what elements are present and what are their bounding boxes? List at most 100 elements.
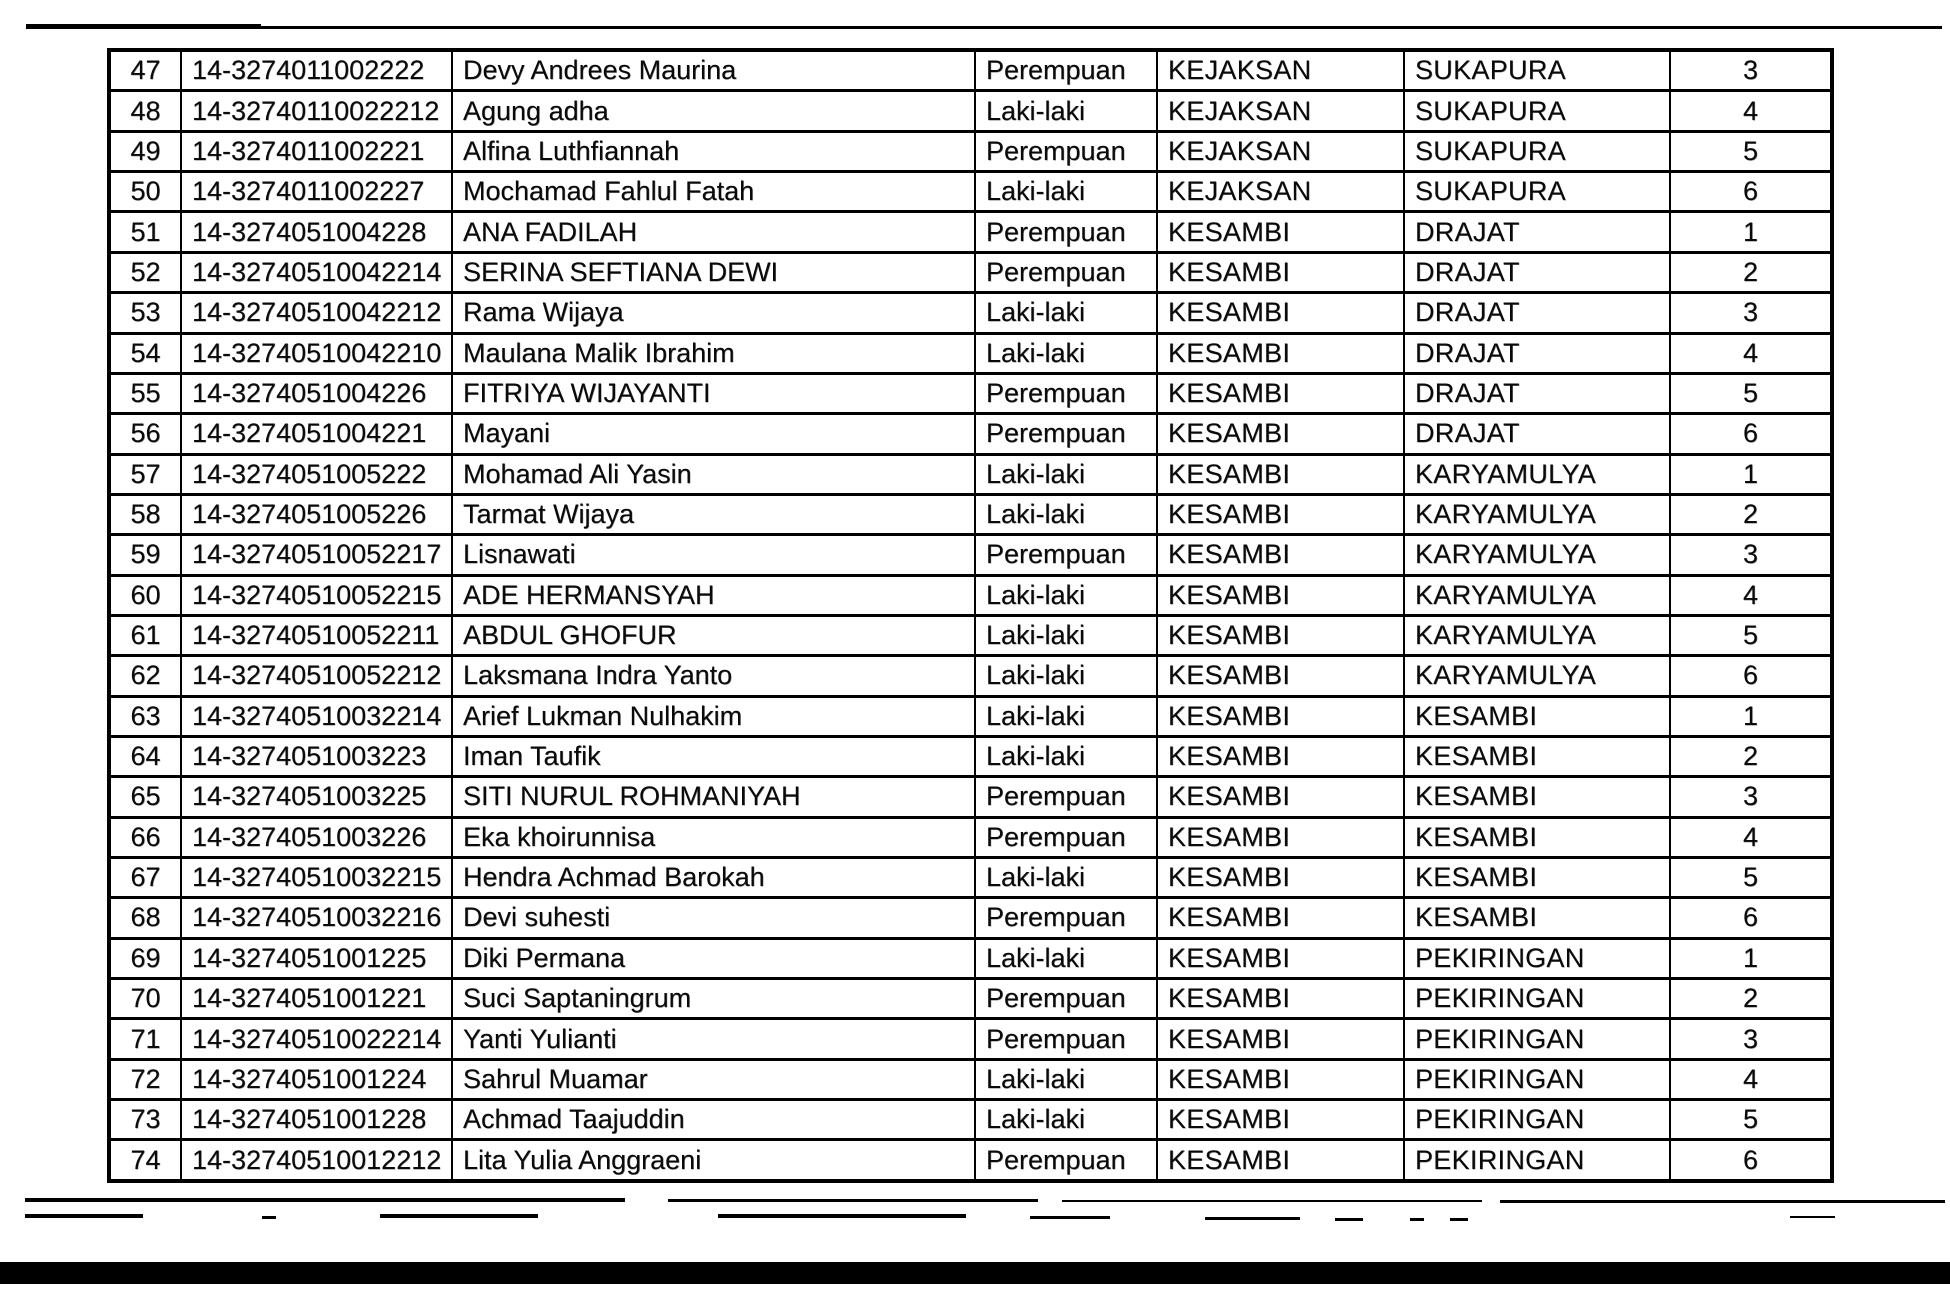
- cell-district: KESAMBI: [1156, 815, 1405, 859]
- cell-id: 14-3274051003226: [180, 815, 453, 859]
- table-row: 62 14-32740510052212 Laksmana Indra Yanto L…: [108, 654, 1833, 698]
- table-row: 68 14-32740510032216 Devi suhesti Perempuan…: [108, 896, 1833, 940]
- cell-village: KESAMBI: [1403, 775, 1671, 819]
- cell-no: 59: [108, 533, 182, 577]
- cell-district: KESAMBI: [1156, 250, 1405, 295]
- cell-gender: Laki-laki: [974, 492, 1158, 537]
- cell-id: 14-3274051005222: [180, 452, 453, 496]
- cell-id: 14-32740510042212: [180, 291, 453, 335]
- cell-no: 57: [108, 452, 182, 496]
- cell-village: KESAMBI: [1403, 896, 1671, 940]
- cell-gender: Laki-laki: [974, 613, 1158, 658]
- cell-no: 49: [108, 129, 182, 174]
- cell-name: Tarmat Wijaya: [451, 492, 976, 537]
- cell-name: ABDUL GHOFUR: [451, 613, 976, 658]
- cell-group: 1: [1669, 936, 1833, 981]
- cell-id: 14-32740510052211: [180, 613, 453, 658]
- cell-gender: Laki-laki: [974, 1098, 1158, 1142]
- table-row: 70 14-3274051001221 Suci Saptaningrum Perem…: [108, 976, 1833, 1021]
- table-row: 73 14-3274051001228 Achmad Taajuddin Laki-l…: [108, 1098, 1833, 1142]
- cell-name: Mayani: [451, 412, 976, 456]
- cell-no: 68: [108, 896, 182, 940]
- scan-artifact-dash: [1030, 1216, 1110, 1219]
- cell-id: 14-3274051004226: [180, 371, 453, 416]
- cell-gender: Laki-laki: [974, 331, 1158, 375]
- cell-gender: Perempuan: [974, 412, 1158, 456]
- cell-gender: Perempuan: [974, 896, 1158, 940]
- cell-village: KESAMBI: [1403, 694, 1671, 738]
- cell-no: 60: [108, 573, 182, 617]
- cell-group: 1: [1669, 694, 1833, 738]
- cell-gender: Perempuan: [974, 210, 1158, 254]
- cell-id: 14-3274051004228: [180, 210, 453, 254]
- cell-name: Lisnawati: [451, 533, 976, 577]
- cell-village: SUKAPURA: [1403, 129, 1671, 174]
- cell-district: KESAMBI: [1156, 734, 1405, 779]
- cell-district: KEJAKSAN: [1156, 170, 1405, 214]
- cell-gender: Laki-laki: [974, 694, 1158, 738]
- cell-name: Mochamad Fahlul Fatah: [451, 170, 976, 214]
- table-row: 65 14-3274051003225 SITI NURUL ROHMANIYAH P…: [108, 775, 1833, 819]
- scan-artifact-dash: [1205, 1217, 1300, 1220]
- scan-artifact-dash: [1450, 1218, 1468, 1221]
- cell-name: SITI NURUL ROHMANIYAH: [451, 775, 976, 819]
- scan-black-bar: [0, 1262, 1950, 1284]
- cell-group: 5: [1669, 371, 1833, 416]
- cell-no: 73: [108, 1098, 182, 1142]
- table-row: 61 14-32740510052211 ABDUL GHOFUR Laki-laki…: [108, 613, 1833, 658]
- table-row: 51 14-3274051004228 ANA FADILAH Perempuan KE…: [108, 210, 1833, 254]
- cell-name: Sahrul Muamar: [451, 1057, 976, 1102]
- cell-district: KESAMBI: [1156, 1138, 1405, 1183]
- table-row: 58 14-3274051005226 Tarmat Wijaya Laki-laki…: [108, 492, 1833, 537]
- scan-artifact-dash: [25, 1214, 143, 1218]
- scan-artifact-dash: [1410, 1218, 1424, 1221]
- cell-group: 3: [1669, 533, 1833, 577]
- scan-artifact-dash: [718, 1214, 966, 1218]
- cell-district: KESAMBI: [1156, 492, 1405, 537]
- cell-district: KESAMBI: [1156, 210, 1405, 254]
- cell-no: 48: [108, 89, 182, 133]
- table-row: 48 14-32740110022212 Agung adha Laki-laki KE…: [108, 89, 1833, 133]
- table-row: 57 14-3274051005222 Mohamad Ali Yasin Laki-…: [108, 452, 1833, 496]
- table-row: 63 14-32740510032214 Arief Lukman Nulhakim…: [108, 694, 1833, 738]
- cell-gender: Perempuan: [974, 129, 1158, 174]
- cell-name: Yanti Yulianti: [451, 1017, 976, 1061]
- cell-gender: Laki-laki: [974, 936, 1158, 981]
- cell-village: PEKIRINGAN: [1403, 1057, 1671, 1102]
- cell-id: 14-32740510032216: [180, 896, 453, 940]
- cell-id: 14-32740510042214: [180, 250, 453, 295]
- cell-group: 4: [1669, 89, 1833, 133]
- cell-name: Diki Permana: [451, 936, 976, 981]
- cell-no: 63: [108, 694, 182, 738]
- scan-artifact-top-line-cap: [26, 24, 261, 29]
- cell-village: PEKIRINGAN: [1403, 976, 1671, 1021]
- cell-district: KESAMBI: [1156, 573, 1405, 617]
- cell-id: 14-32740110022212: [180, 89, 453, 133]
- cell-district: KEJAKSAN: [1156, 48, 1405, 93]
- cell-no: 65: [108, 775, 182, 819]
- cell-gender: Perempuan: [974, 1138, 1158, 1183]
- cell-gender: Perempuan: [974, 250, 1158, 295]
- cell-district: KESAMBI: [1156, 291, 1405, 335]
- cell-district: KESAMBI: [1156, 452, 1405, 496]
- cell-name: Achmad Taajuddin: [451, 1098, 976, 1142]
- cell-id: 14-3274051005226: [180, 492, 453, 537]
- cell-name: Agung adha: [451, 89, 976, 133]
- cell-group: 6: [1669, 412, 1833, 456]
- cell-gender: Perempuan: [974, 533, 1158, 577]
- cell-group: 1: [1669, 452, 1833, 496]
- cell-village: DRAJAT: [1403, 331, 1671, 375]
- cell-id: 14-32740510052212: [180, 654, 453, 698]
- cell-id: 14-3274051003223: [180, 734, 453, 779]
- cell-id: 14-32740510052215: [180, 573, 453, 617]
- cell-name: ADE HERMANSYAH: [451, 573, 976, 617]
- roster-table-body: 47 14-3274011002222 Devy Andrees Maurina Pe…: [108, 48, 1833, 1183]
- cell-district: KESAMBI: [1156, 371, 1405, 416]
- cell-name: Eka khoirunnisa: [451, 815, 976, 859]
- cell-village: DRAJAT: [1403, 210, 1671, 254]
- cell-gender: Perempuan: [974, 815, 1158, 859]
- cell-id: 14-3274051001228: [180, 1098, 453, 1142]
- cell-group: 3: [1669, 48, 1833, 93]
- scan-artifact-top-line: [26, 26, 1942, 29]
